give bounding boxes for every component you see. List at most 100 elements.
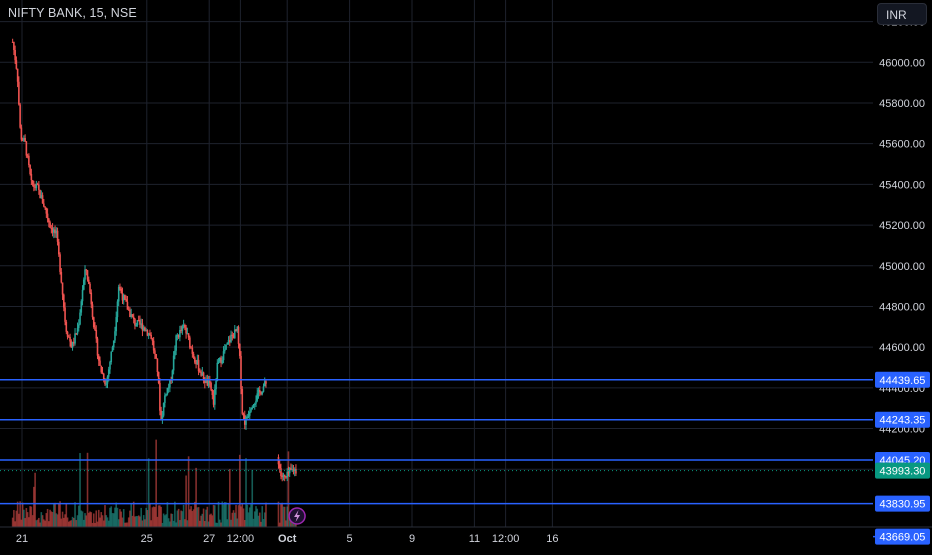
candle-body [69,336,71,342]
candle-body [165,394,167,396]
volume-bar [104,505,106,527]
candle-body [194,357,196,363]
volume-bar [16,501,19,527]
candle-body [29,165,31,175]
volume-bar [33,486,35,527]
candle-body [175,335,177,351]
candle-body [207,380,210,386]
volume-bar [51,512,54,527]
candle-body [160,410,162,421]
candle-body [64,307,66,322]
volume-bar [215,522,217,527]
volume-bar [280,503,282,527]
volume-bar [29,506,31,527]
candle-body [285,476,287,478]
volume-bar [248,507,251,527]
candle-body [14,50,16,61]
volume-bar [120,511,123,527]
volume-bar [71,516,74,527]
volume-bar [204,521,206,527]
candle-body [76,328,79,334]
volume-bar [136,516,139,527]
volume-bar [262,519,265,527]
candle-body [129,309,131,317]
symbol-title[interactable]: NIFTY BANK, 15, NSE [8,6,137,20]
volume-bar [91,522,94,527]
candle-body [48,218,50,223]
volume-bar [84,513,86,527]
volume-bar [285,520,287,527]
candle-body [253,403,256,405]
volume-bar [72,517,75,527]
price-candles [11,38,297,482]
candle-body [247,415,250,417]
volume-bar [257,515,260,527]
candle-body [202,372,205,381]
candle-body [80,301,83,313]
candle-body [150,334,152,339]
candle-body [77,324,80,329]
currency-button[interactable]: INR [877,3,927,25]
volume-bar [192,509,195,527]
candle-body [25,141,28,156]
candle-body [121,293,124,301]
volume-bar [101,515,104,527]
candle-body [105,383,108,385]
event-markers[interactable] [288,507,306,525]
candle-body [262,386,265,392]
candle-body [59,254,61,272]
volume-bar [125,522,128,527]
candle-body [39,189,41,198]
volume-bar [232,510,235,527]
candle-body [136,319,139,326]
candle-body [192,353,195,358]
candle-body [134,319,136,326]
candle-body [28,155,30,166]
volume-bar [209,514,211,527]
volume-bar [131,515,134,527]
candle-body [226,342,229,345]
time-tick-label: 11 [469,533,480,545]
candle-body [197,359,200,372]
volume-bar [13,510,15,527]
candle-body [225,344,227,350]
volume-bar [291,522,293,527]
volume-bar [129,510,131,527]
volume-bar [53,503,55,527]
candle-body [265,381,267,384]
volume-bar [171,513,174,527]
volume-bar [265,502,267,527]
price-axis[interactable]: 44000.0044200.0044400.0044600.0044800.00… [873,0,932,527]
candle-body [18,81,20,105]
candle-body [263,381,266,387]
volume-bar [122,509,125,527]
volume-bar [74,502,76,527]
lightning-icon[interactable] [288,507,306,525]
volume-bar [24,518,26,527]
candle-body [256,393,259,401]
time-tick-label: 12:00 [492,533,520,545]
candle-body [43,203,45,207]
volume-bar [240,506,242,527]
volume-bar [277,501,280,527]
volume-bar [142,515,145,527]
volume-bar [156,516,159,527]
candle-body [112,340,115,348]
time-axis[interactable]: 21 25 27 12:00 Oct 5 9 11 12:00 16 [0,526,932,550]
volume-bar [247,512,250,527]
volume-bar [61,511,64,527]
grid-lines [0,0,873,527]
candle-body [250,409,252,412]
volume-bar [221,501,224,527]
candle-body [44,206,46,208]
candle-body [224,349,226,352]
candle-body [45,207,48,214]
volume-bar [140,507,142,527]
volume-bar [256,508,259,527]
volume-bar [263,512,266,527]
volume-bar [111,513,114,527]
candle-body [190,347,192,349]
candle-body [212,395,215,405]
